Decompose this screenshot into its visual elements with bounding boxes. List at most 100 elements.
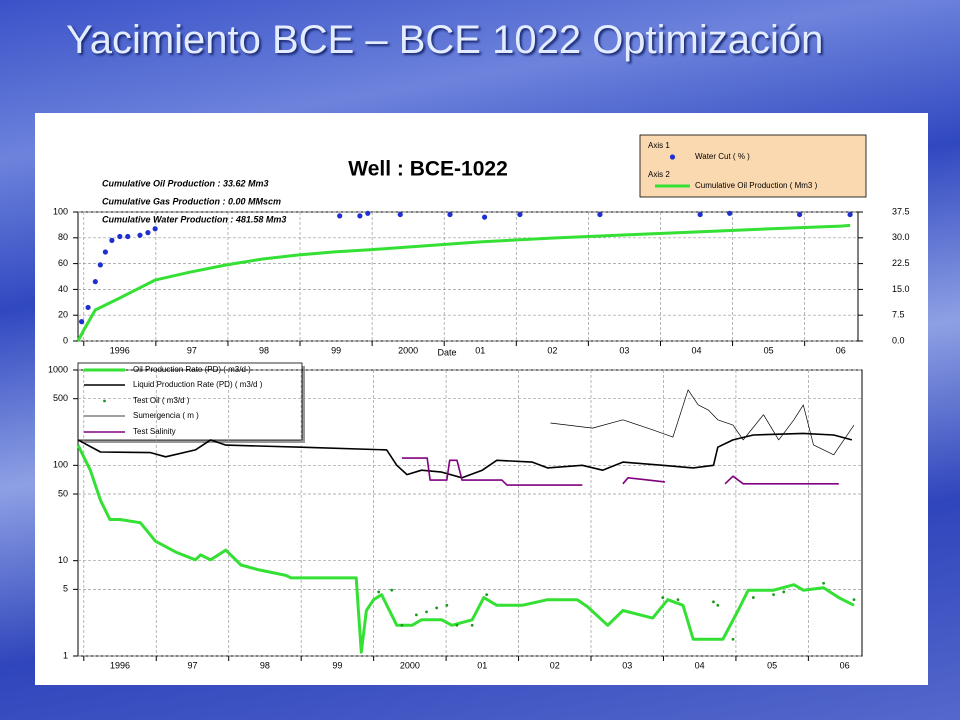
- y-tick-label: 20: [58, 310, 68, 320]
- data-point: [445, 603, 449, 607]
- data-point: [109, 237, 115, 243]
- series-line: [401, 457, 839, 486]
- series-line: [76, 223, 851, 342]
- annotation: Cumulative Water Production : 481.58 Mm3: [102, 214, 286, 224]
- data-point: [716, 603, 720, 607]
- x-tick-label: 97: [187, 660, 197, 670]
- data-point: [365, 210, 371, 216]
- legend-group: Axis 1: [648, 141, 670, 150]
- x-tick-label: 03: [622, 660, 632, 670]
- y-tick-label: 500: [53, 393, 68, 403]
- data-point: [152, 226, 158, 232]
- x-axis-label: Date: [437, 347, 456, 357]
- x-tick-label: 99: [331, 345, 341, 355]
- data-point: [772, 593, 776, 597]
- x-tick-label: 04: [695, 660, 705, 670]
- data-point: [85, 304, 91, 311]
- data-point: [697, 211, 703, 218]
- legend-label: Test Oil ( m3/d ): [133, 396, 190, 405]
- x-tick-label: 06: [840, 660, 850, 670]
- series-line: [76, 444, 855, 654]
- data-point: [425, 610, 428, 614]
- slide-title: Yacimiento BCE – BCE 1022 Optimización: [66, 18, 824, 62]
- data-point: [337, 213, 343, 219]
- x-tick-label: 02: [547, 345, 557, 355]
- annotation: Cumulative Gas Production : 0.00 MMscm: [102, 196, 281, 206]
- legend-group: Axis 2: [648, 170, 670, 179]
- legend-label: Test Salinity: [133, 427, 176, 436]
- legend-box: [77, 362, 303, 441]
- data-point: [435, 606, 439, 610]
- data-point: [822, 581, 825, 585]
- legend-label: Cumulative Oil Production ( Mm3 ): [695, 181, 818, 190]
- y2-tick-label: 7.5: [892, 310, 905, 320]
- x-tick-label: 98: [260, 660, 270, 670]
- chart-title: Well : BCE-1022: [348, 158, 508, 181]
- series-line: [77, 432, 853, 479]
- legend-swatch: [669, 154, 676, 160]
- data-point: [797, 211, 803, 218]
- y-tick-label: 60: [58, 258, 68, 268]
- data-point: [97, 262, 103, 268]
- x-tick-label: 97: [187, 345, 197, 355]
- y-tick-label: 100: [53, 460, 68, 470]
- data-point: [731, 637, 735, 641]
- y-tick-label: 40: [58, 284, 68, 294]
- data-point: [481, 214, 488, 220]
- y2-tick-label: 37.5: [892, 206, 910, 216]
- data-point: [661, 596, 665, 599]
- data-point: [79, 319, 85, 325]
- y-tick-label: 1: [63, 650, 68, 660]
- data-point: [597, 211, 603, 218]
- x-tick-label: 01: [475, 345, 485, 355]
- data-point: [390, 588, 394, 592]
- data-point: [137, 232, 143, 238]
- x-tick-label: 2000: [398, 345, 418, 355]
- data-point: [470, 623, 474, 627]
- y-tick-label: 0: [63, 335, 68, 345]
- data-point: [414, 613, 418, 617]
- y2-tick-label: 15.0: [892, 284, 910, 294]
- data-point: [847, 211, 853, 218]
- data-point: [712, 600, 715, 604]
- x-tick-label: 1996: [110, 660, 130, 670]
- data-point: [397, 211, 403, 218]
- y-tick-label: 5: [63, 584, 68, 594]
- data-point: [145, 230, 151, 236]
- series-line: [550, 389, 855, 456]
- data-point: [92, 279, 98, 285]
- y2-tick-label: 0.0: [892, 335, 905, 345]
- data-point: [117, 233, 123, 240]
- legend-label: Liquid Production Rate (PD) ( m3/d ): [133, 380, 263, 389]
- legend-label: Water Cut ( % ): [695, 152, 750, 161]
- data-point: [455, 623, 459, 627]
- data-point: [102, 249, 108, 255]
- x-tick-label: 2000: [400, 660, 420, 670]
- legend-swatch: [103, 399, 106, 403]
- data-point: [485, 593, 489, 597]
- data-point: [852, 598, 856, 602]
- data-point: [377, 590, 381, 594]
- data-point: [447, 211, 453, 218]
- x-tick-label: 04: [692, 345, 702, 355]
- y-tick-label: 50: [58, 488, 68, 498]
- data-point: [782, 590, 786, 594]
- data-point: [400, 623, 404, 627]
- data-point: [357, 213, 363, 219]
- data-point: [727, 210, 733, 216]
- x-tick-label: 05: [764, 345, 774, 355]
- x-tick-label: 05: [767, 660, 777, 670]
- x-tick-label: 06: [836, 345, 846, 355]
- data-point: [676, 598, 680, 602]
- y-tick-label: 1000: [48, 364, 68, 374]
- y-tick-label: 80: [58, 232, 68, 242]
- data-point: [751, 596, 755, 599]
- legend-label: Oil Production Rate (PD) ( m3/d ): [133, 365, 251, 374]
- x-tick-label: 02: [550, 660, 560, 670]
- x-tick-label: 03: [619, 345, 629, 355]
- annotation: Cumulative Oil Production : 33.62 Mm3: [102, 178, 269, 188]
- data-point: [125, 233, 131, 240]
- legend-label: Sumergencia ( m ): [133, 411, 199, 420]
